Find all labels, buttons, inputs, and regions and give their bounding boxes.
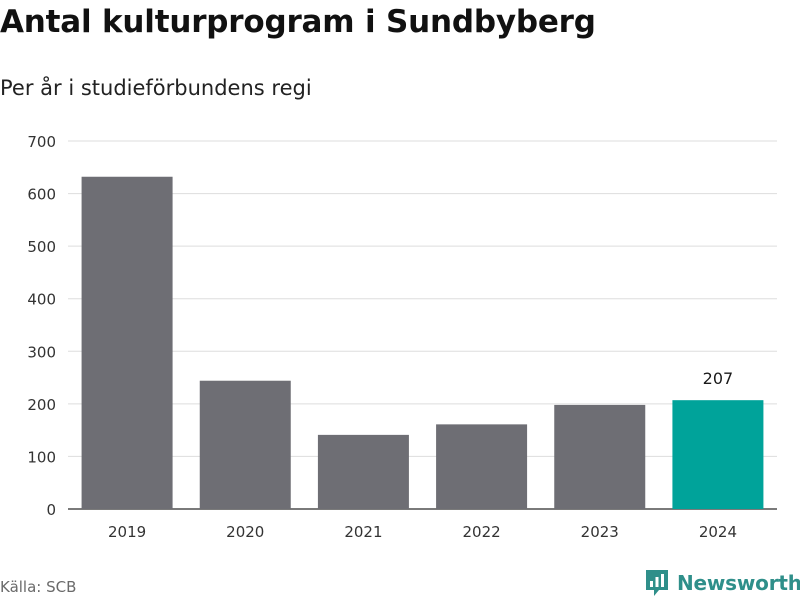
grid-lines <box>68 140 777 510</box>
bar-2023 <box>554 404 646 509</box>
bars <box>81 176 764 509</box>
y-tick-label: 500 <box>27 238 56 256</box>
bar-2019 <box>81 176 173 509</box>
x-tick-label: 2020 <box>226 523 264 541</box>
x-axis-ticks: 2019 2020 2021 2022 2023 2024 <box>108 523 737 541</box>
x-tick-label: 2021 <box>344 523 382 541</box>
y-tick-label: 300 <box>27 343 56 361</box>
newsworthy-logo-icon <box>646 570 668 596</box>
source-note: Källa: SCB <box>0 578 77 596</box>
bar-2022 <box>436 424 528 509</box>
bar-2020 <box>199 380 291 509</box>
x-tick-label: 2019 <box>108 523 146 541</box>
y-tick-label: 0 <box>46 501 56 519</box>
x-tick-label: 2022 <box>462 523 500 541</box>
y-tick-label: 100 <box>27 448 56 466</box>
bar-2024 <box>672 400 764 509</box>
data-label: 207 <box>703 369 734 388</box>
x-tick-label: 2023 <box>581 523 619 541</box>
brand-name: Newsworthy <box>677 571 800 595</box>
y-tick-label: 400 <box>27 291 56 309</box>
chart-title: Antal kulturprogram i Sundbyberg <box>0 4 596 40</box>
x-tick-label: 2024 <box>699 523 737 541</box>
y-axis-ticks: 0 100 200 300 400 500 600 700 <box>27 133 56 519</box>
data-labels: 207 <box>703 369 734 388</box>
chart-subtitle: Per år i studieförbundens regi <box>0 76 312 100</box>
bar-2021 <box>317 434 409 509</box>
y-tick-label: 200 <box>27 396 56 414</box>
y-tick-label: 700 <box>27 133 56 151</box>
y-tick-label: 600 <box>27 186 56 204</box>
newsworthy-logo: Newsworthy <box>644 569 800 597</box>
